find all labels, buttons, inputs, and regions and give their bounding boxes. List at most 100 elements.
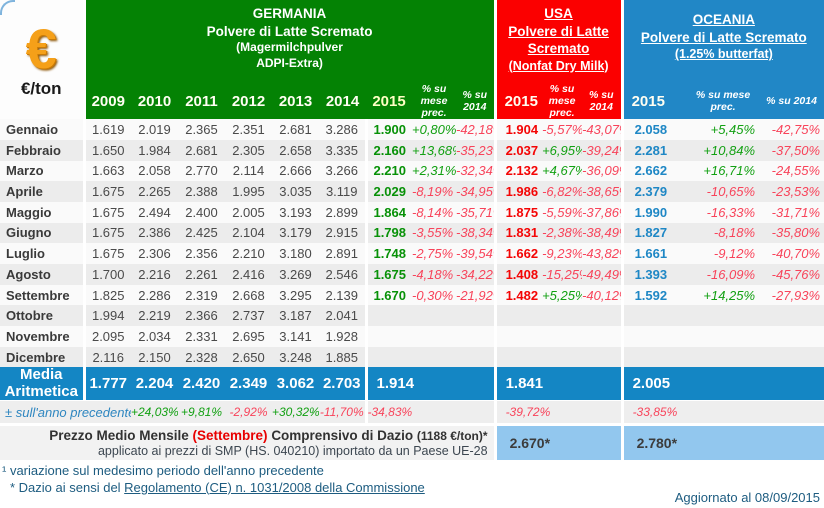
usa-title-sub: (Nonfat Dry Milk) bbox=[508, 58, 609, 73]
us-mom-pct: -15,25% bbox=[542, 266, 582, 282]
de-value-2009: 2.095 bbox=[91, 328, 125, 344]
de-value-2009: 1.675 bbox=[91, 246, 125, 262]
table-row: Aprile 1.675 2.265 2.388 1.995 3.035 3.1… bbox=[0, 181, 824, 202]
de-value-2012: 1.995 bbox=[232, 184, 265, 200]
de-value-2015: 2.029 bbox=[364, 181, 412, 202]
us-mom-pct bbox=[542, 305, 582, 326]
de-value-2009: 1.663 bbox=[91, 163, 125, 179]
footnote-1: ¹ variazione sul medesimo periodo dell'a… bbox=[2, 463, 324, 479]
de-value-2013: 3.180 bbox=[279, 246, 312, 262]
de-mom-pct: -8,19% bbox=[412, 184, 454, 200]
us-value-2015: 1.904 bbox=[493, 119, 543, 140]
media-de-2011: 2.420 bbox=[178, 367, 225, 401]
oc-value-2015: 2.379 bbox=[620, 181, 688, 202]
de-value-2015 bbox=[364, 346, 412, 368]
footnotes: ¹ variazione sul medesimo periodo dell'a… bbox=[0, 460, 824, 496]
de-yoy-pct: -34,95% bbox=[456, 184, 495, 200]
yoy-de-2013: +30,32% bbox=[272, 400, 319, 425]
de-yoy-pct: -21,92% bbox=[456, 287, 495, 303]
de-value-2011: 2.681 bbox=[185, 142, 218, 158]
germany-title-country: GERMANIA bbox=[252, 6, 327, 21]
us-yoy-pct: -43,82% bbox=[582, 246, 622, 262]
year-header-2012: 2012 bbox=[225, 83, 272, 120]
de-value-2009: 1.675 bbox=[91, 225, 125, 241]
oc-mom-pct bbox=[687, 347, 759, 368]
oc-yoy-pct: -37,50% bbox=[771, 142, 821, 158]
us-value-2015: 1.482 bbox=[493, 284, 543, 306]
us-value-2015 bbox=[493, 346, 543, 368]
us-yoy-pct: -37,86% bbox=[582, 204, 622, 220]
yoy-oc-2015: -33,85% bbox=[620, 400, 824, 425]
de-value-2011: 2.365 bbox=[185, 122, 218, 138]
de-value-2014: 2.546 bbox=[325, 266, 359, 282]
oc-mom-pct: -10,65% bbox=[706, 184, 756, 200]
us-mom-pct: +6,95% bbox=[542, 142, 582, 158]
de-value-2013: 3.269 bbox=[279, 266, 312, 282]
de-yoy-pct: -35,23% bbox=[456, 142, 495, 158]
regulation-link[interactable]: Regolamento (CE) n. 1031/2008 della Comm… bbox=[124, 479, 425, 495]
de-value-2012: 2.650 bbox=[232, 349, 265, 365]
media-label: Media Aritmetica bbox=[0, 367, 86, 401]
de-value-2015: 1.670 bbox=[364, 284, 412, 306]
oc-yoy-pct: -24,55% bbox=[771, 163, 821, 179]
de-mom-pct bbox=[412, 305, 456, 326]
de-value-2013: 3.193 bbox=[279, 204, 312, 220]
oc-yoy-pct: -23,53% bbox=[771, 184, 821, 200]
yoy-de-2014: -11,70% bbox=[319, 400, 366, 425]
column-header-row: 2009 2010 2011 2012 2013 2014 2015 % su … bbox=[0, 83, 824, 120]
oc-value-2015: 1.661 bbox=[620, 243, 688, 264]
de-value-2010: 2.019 bbox=[138, 122, 171, 138]
table-row: Settembre 1.825 2.286 2.319 2.668 3.295 … bbox=[0, 284, 824, 306]
de-value-2013: 3.295 bbox=[279, 287, 312, 303]
us-yoy-pct: -36,09% bbox=[582, 163, 622, 179]
de-yoy-pct: -38,34% bbox=[456, 225, 495, 241]
de-value-2010: 2.216 bbox=[138, 266, 171, 282]
de-mom-pct: -3,55% bbox=[412, 225, 454, 241]
us-mom-pct: -5,57% bbox=[542, 122, 583, 138]
media-de-2012: 2.349 bbox=[225, 367, 272, 401]
year-header-2011: 2011 bbox=[178, 83, 225, 120]
year-header-2015-oc: 2015 bbox=[620, 83, 688, 120]
de-value-2011: 2.356 bbox=[185, 246, 218, 262]
duty-price-oc: 2.780* bbox=[620, 423, 824, 461]
media-de-2014: 2.703 bbox=[319, 367, 366, 401]
de-value-2013: 2.658 bbox=[279, 142, 312, 158]
unit-header-cell: € €/ton bbox=[0, 0, 86, 120]
us-yoy-pct: -49,49% bbox=[582, 266, 622, 282]
oc-yoy-pct: -31,71% bbox=[771, 204, 821, 220]
oc-yoy-pct: -35,80% bbox=[771, 225, 821, 241]
us-mom-pct: -9,23% bbox=[542, 246, 583, 262]
de-value-2015: 2.160 bbox=[364, 139, 412, 161]
de-value-2012: 2.416 bbox=[232, 266, 265, 282]
month-label: Gennaio bbox=[0, 119, 86, 140]
de-yoy-pct bbox=[456, 326, 495, 347]
updated-date: Aggiornato al 08/09/2015 bbox=[674, 490, 820, 505]
oc-value-2015: 1.827 bbox=[620, 222, 688, 244]
de-value-2009: 2.116 bbox=[92, 349, 125, 365]
us-value-2015: 1.831 bbox=[493, 222, 543, 244]
de-value-2013: 3.141 bbox=[279, 328, 312, 344]
de-value-2014: 1.885 bbox=[325, 349, 359, 365]
oc-value-2015: 1.393 bbox=[620, 264, 688, 285]
de-value-2011: 2.400 bbox=[185, 204, 218, 220]
oc-mom-pct bbox=[687, 326, 759, 347]
us-mom-pct: -2,38% bbox=[542, 225, 583, 241]
de-value-2009: 1.700 bbox=[91, 266, 125, 282]
media-de-2010: 2.204 bbox=[131, 367, 178, 401]
de-value-2014: 3.119 bbox=[325, 184, 358, 200]
price-table: € €/ton GERMANIA Polvere di Latte Screma… bbox=[0, 0, 824, 461]
de-value-2013: 3.187 bbox=[279, 308, 312, 324]
oc-mom-pct: -16,33% bbox=[706, 204, 756, 220]
month-label: Luglio bbox=[0, 243, 86, 264]
de-value-2011: 2.366 bbox=[185, 308, 218, 324]
germany-title-product: Polvere di Latte Scremato bbox=[206, 23, 373, 39]
yoy-change-label: ± sull'anno precedente ¹ bbox=[0, 400, 131, 425]
de-mom-pct: -8,14% bbox=[412, 204, 454, 220]
de-value-2015 bbox=[364, 305, 412, 327]
yoy-change-row: ± sull'anno precedente ¹ +24,03% +9,81% … bbox=[0, 400, 824, 425]
de-value-2014: 2.891 bbox=[325, 246, 359, 262]
de-value-2015: 1.864 bbox=[364, 201, 412, 223]
de-value-2012: 2.695 bbox=[232, 328, 265, 344]
de-value-2012: 2.737 bbox=[232, 308, 265, 324]
us-yoy-pct bbox=[582, 305, 622, 326]
